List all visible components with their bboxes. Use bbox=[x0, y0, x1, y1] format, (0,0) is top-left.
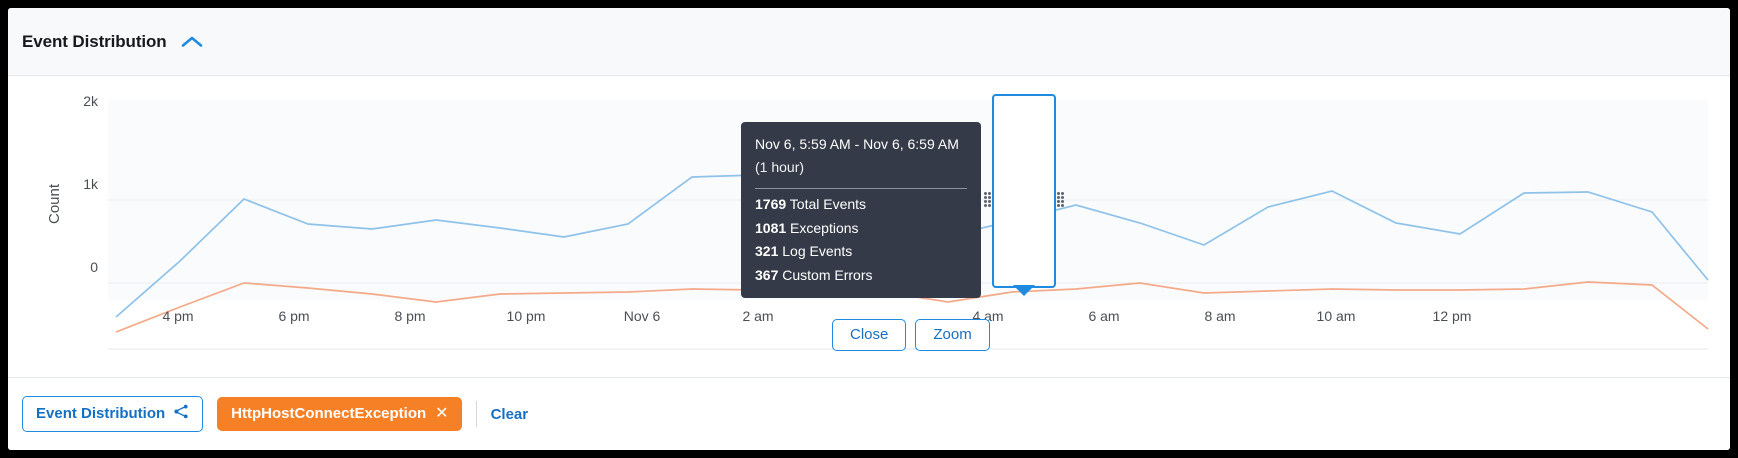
tooltip-row-label: Custom Errors bbox=[782, 266, 873, 283]
y-tick-label: 1k bbox=[83, 176, 98, 192]
clear-filters-button[interactable]: Clear bbox=[490, 405, 529, 423]
caret-down-icon bbox=[1013, 285, 1035, 296]
zoom-button[interactable]: Zoom bbox=[915, 319, 990, 351]
x-tick-label: 8 pm bbox=[394, 308, 426, 324]
tooltip-row-label: Exceptions bbox=[790, 219, 859, 236]
x-tick-label: 6 pm bbox=[278, 308, 310, 324]
tooltip-row: 1769 Total Events bbox=[741, 193, 981, 217]
x-tick-label: 6 am bbox=[1088, 308, 1120, 324]
tooltip-row-value: 1081 bbox=[755, 219, 787, 236]
drag-grip-icon[interactable] bbox=[984, 192, 991, 208]
tooltip-row: 367 Custom Errors bbox=[741, 264, 981, 288]
tooltip-row-value: 367 bbox=[755, 266, 779, 283]
filter-chip-label: HttpHostConnectException bbox=[231, 405, 427, 422]
event-distribution-panel: Event Distribution Count 2k 1k 0 bbox=[8, 8, 1730, 450]
x-tick-label: 2 am bbox=[742, 308, 774, 324]
tooltip-header: Nov 6, 5:59 AM - Nov 6, 6:59 AM (1 hour) bbox=[741, 133, 981, 179]
y-axis-ticks: 2k 1k 0 bbox=[38, 76, 98, 377]
chevron-up-icon[interactable] bbox=[181, 35, 203, 49]
breadcrumb-chip-label: Event Distribution bbox=[36, 405, 166, 422]
filter-bar: Event Distribution HttpHostConnectExcept… bbox=[8, 377, 1730, 450]
tooltip-time-range: Nov 6, 5:59 AM - Nov 6, 6:59 AM bbox=[755, 136, 959, 152]
time-range-selection[interactable] bbox=[984, 94, 1064, 288]
y-tick-label: 0 bbox=[90, 259, 98, 275]
x-axis-ticks: 4 pm 6 pm 8 pm 10 pm Nov 6 2 am 4 am 6 a… bbox=[8, 308, 1730, 332]
x-tick-label: 10 pm bbox=[506, 308, 546, 324]
x-tick-label: 4 pm bbox=[162, 308, 194, 324]
tooltip-row-value: 1769 bbox=[755, 196, 787, 212]
drag-grip-icon[interactable] bbox=[1057, 192, 1064, 208]
tooltip-row: 321 Log Events bbox=[741, 240, 981, 264]
x-tick-label: 10 am bbox=[1316, 308, 1356, 324]
tooltip-row-label: Total Events bbox=[789, 196, 867, 212]
y-tick-label: 2k bbox=[83, 93, 98, 109]
share-nodes-icon bbox=[174, 404, 189, 423]
panel-header: Event Distribution bbox=[8, 8, 1730, 76]
divider bbox=[475, 401, 477, 427]
page-title: Event Distribution bbox=[22, 31, 167, 51]
breadcrumb-chip-event-distribution[interactable]: Event Distribution bbox=[22, 396, 204, 432]
selection-actions: Close Zoom bbox=[832, 319, 990, 351]
tooltip-row: 1081 Exceptions bbox=[741, 217, 981, 241]
tooltip-divider bbox=[755, 188, 967, 189]
tooltip-duration: (1 hour) bbox=[755, 159, 805, 175]
close-icon[interactable]: ✕ bbox=[435, 404, 449, 422]
x-tick-label: 8 am bbox=[1204, 308, 1236, 324]
close-button[interactable]: Close bbox=[832, 319, 907, 351]
x-tick-label: 12 pm bbox=[1432, 308, 1472, 324]
chart-tooltip: Nov 6, 5:59 AM - Nov 6, 6:59 AM (1 hour)… bbox=[741, 122, 981, 298]
tooltip-row-label: Log Events bbox=[782, 243, 853, 259]
tooltip-row-value: 321 bbox=[755, 243, 779, 259]
filter-chip-httphostconnectexception[interactable]: HttpHostConnectException ✕ bbox=[217, 397, 462, 431]
x-tick-label: Nov 6 bbox=[623, 308, 661, 324]
